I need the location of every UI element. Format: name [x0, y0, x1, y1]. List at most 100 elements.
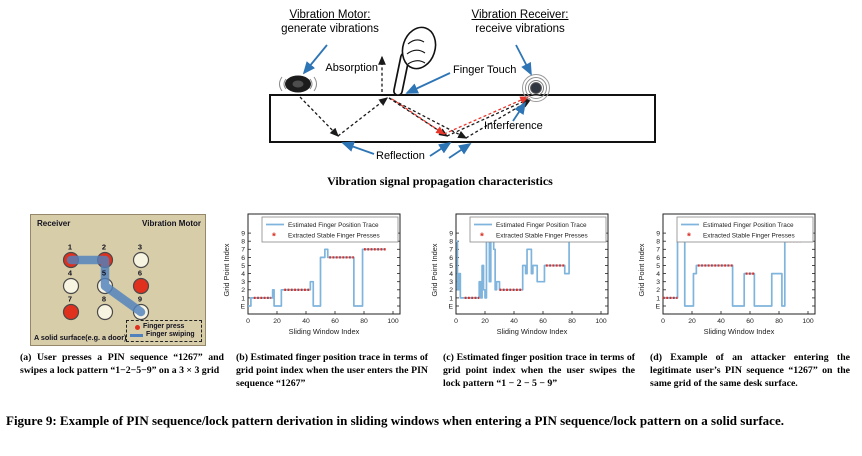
finger-position-trace [456, 232, 601, 299]
solid-surface-label: A solid surface(e.g. a door) [34, 333, 127, 342]
xtick-40: 40 [717, 318, 725, 325]
grid-point-7 [62, 303, 80, 321]
ytick-7: 7 [656, 247, 660, 254]
panel-legend: Finger press Finger swiping [126, 319, 202, 342]
ytick-8: 8 [656, 239, 660, 246]
ytick-3: 3 [449, 279, 453, 286]
ytick-1: 1 [656, 295, 660, 302]
grid-point-8 [96, 303, 114, 321]
ytick-3: 3 [241, 279, 245, 286]
vibration-receiver-icon [522, 74, 550, 102]
vibration-receiver-subtitle: receive vibrations [475, 23, 565, 36]
finger-swipe-icon [130, 333, 143, 338]
chart-legend-box [261, 216, 399, 243]
legend-press-label: Finger press [143, 322, 185, 330]
grid-number-2: 2 [102, 243, 106, 252]
legend-swipe-row: Finger swiping [130, 331, 199, 340]
legend-press-label: Extracted Stable Finger Presses [288, 233, 380, 240]
grid-number-5: 5 [102, 269, 106, 278]
panel-motor-label: Vibration Motor [142, 219, 201, 228]
vibration-receiver-title: Vibration Receiver: [471, 9, 569, 21]
vibration-motor-title: Vibration Motor: [289, 9, 371, 21]
x-axis-label: Sliding Window Index [289, 327, 360, 336]
figure-caption: Figure 9: Example of PIN sequence/lock p… [6, 413, 784, 428]
y-axis-label: Grid Point Index [637, 243, 646, 296]
xtick-0: 0 [454, 318, 458, 325]
grid-number-1: 1 [68, 243, 72, 252]
grid-number-6: 6 [138, 269, 142, 278]
xtick-60: 60 [539, 318, 547, 325]
ytick-E: E [448, 303, 453, 310]
grid-number-8: 8 [102, 295, 106, 304]
ytick-6: 6 [241, 255, 245, 262]
grid-number-9: 9 [138, 295, 142, 304]
grid-point-6 [132, 277, 150, 295]
grid-point-3 [132, 251, 150, 269]
ytick-5: 5 [241, 263, 245, 270]
chart-legend-box [469, 216, 607, 243]
grid-point-4 [62, 277, 80, 295]
vibration-motor-icon [279, 75, 317, 93]
legend-press-sample: * [272, 232, 276, 243]
xtick-20: 20 [688, 318, 696, 325]
finger-touch-label: Finger Touch [453, 64, 517, 76]
ytick-9: 9 [449, 231, 453, 238]
lock-grid-canvas: 1 2 3 4 5 6 7 8 9 [62, 243, 150, 321]
finger-hand-icon [393, 26, 437, 96]
ytick-1: 1 [241, 295, 245, 302]
absorption-label: Absorption [325, 62, 378, 74]
ytick-9: 9 [241, 231, 245, 238]
y-axis-label: Grid Point Index [430, 243, 439, 296]
xtick-80: 80 [568, 318, 576, 325]
lock-grid-panel: 1 2 3 4 5 6 7 8 9 Receiver Vibration Motor Finge… [30, 214, 206, 346]
y-axis-label: Grid Point Index [222, 243, 231, 296]
xtick-100: 100 [802, 318, 814, 325]
subcaption-c: (c) Estimated finger position trace in t… [443, 352, 635, 389]
x-axis-label: Sliding Window Index [497, 327, 568, 336]
ytick-1: 1 [449, 295, 453, 302]
xtick-100: 100 [387, 318, 399, 325]
vibration-motor-subtitle: generate vibrations [281, 23, 379, 36]
annotation-arrows [302, 44, 532, 159]
xtick-100: 100 [595, 318, 607, 325]
xtick-80: 80 [775, 318, 783, 325]
vibration-motor-label: Vibration Motor: generate vibrations [268, 8, 392, 37]
swipe-path [66, 255, 146, 317]
ytick-6: 6 [449, 255, 453, 262]
xtick-60: 60 [331, 318, 339, 325]
xtick-0: 0 [246, 318, 250, 325]
legend-press-sample: * [687, 232, 691, 243]
legend-press-row: Finger press [130, 323, 199, 332]
x-axis-label: Sliding Window Index [704, 327, 775, 336]
xtick-20: 20 [273, 318, 281, 325]
legend-trace-label: Estimated Finger Position Trace [288, 222, 379, 229]
legend-trace-label: Estimated Finger Position Trace [703, 222, 794, 229]
legend-press-label: Extracted Stable Finger Presses [496, 233, 588, 240]
red-signal-path [391, 96, 530, 135]
grid-number-4: 4 [68, 269, 73, 278]
panel-receiver-label: Receiver [37, 219, 71, 228]
xtick-80: 80 [360, 318, 368, 325]
chart-legend-box [676, 216, 814, 243]
ytick-8: 8 [241, 239, 245, 246]
subcaption-d: (d) Example of an attacker entering the … [650, 352, 850, 389]
xtick-0: 0 [661, 318, 665, 325]
xtick-20: 20 [481, 318, 489, 325]
ytick-E: E [655, 303, 660, 310]
ytick-8: 8 [449, 239, 453, 246]
ytick-5: 5 [449, 263, 453, 270]
ytick-7: 7 [241, 247, 245, 254]
vibration-propagation-diagram [269, 26, 656, 159]
reflection-label: Reflection [376, 150, 425, 162]
finger-position-trace [248, 248, 386, 307]
ytick-4: 4 [449, 271, 453, 278]
legend-trace-label: Estimated Finger Position Trace [496, 222, 587, 229]
solid-surface [269, 94, 656, 143]
interference-label: Interference [484, 120, 543, 132]
xtick-60: 60 [746, 318, 754, 325]
ytick-4: 4 [241, 271, 245, 278]
